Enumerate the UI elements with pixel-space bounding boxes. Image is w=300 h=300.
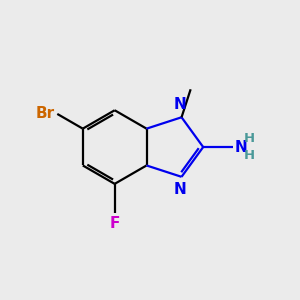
Text: N: N — [235, 140, 248, 154]
Text: H: H — [244, 149, 255, 162]
Text: N: N — [174, 97, 186, 112]
Text: N: N — [174, 182, 186, 197]
Text: H: H — [244, 132, 255, 145]
Text: F: F — [110, 216, 120, 231]
Text: Br: Br — [36, 106, 55, 122]
